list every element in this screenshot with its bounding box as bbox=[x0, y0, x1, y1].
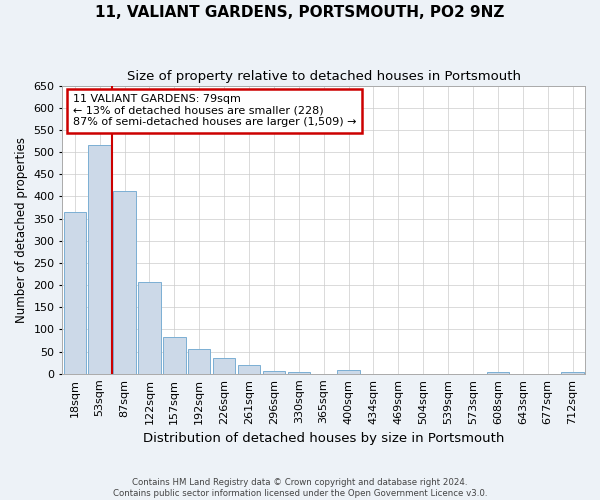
Bar bbox=[213, 358, 235, 374]
Bar bbox=[337, 370, 360, 374]
Bar bbox=[113, 190, 136, 374]
Bar bbox=[64, 212, 86, 374]
Text: Contains HM Land Registry data © Crown copyright and database right 2024.
Contai: Contains HM Land Registry data © Crown c… bbox=[113, 478, 487, 498]
Text: 11, VALIANT GARDENS, PORTSMOUTH, PO2 9NZ: 11, VALIANT GARDENS, PORTSMOUTH, PO2 9NZ bbox=[95, 5, 505, 20]
Bar bbox=[163, 338, 185, 374]
Bar bbox=[138, 282, 161, 374]
X-axis label: Distribution of detached houses by size in Portsmouth: Distribution of detached houses by size … bbox=[143, 432, 505, 445]
Bar bbox=[263, 370, 285, 374]
Title: Size of property relative to detached houses in Portsmouth: Size of property relative to detached ho… bbox=[127, 70, 521, 83]
Bar bbox=[88, 146, 111, 374]
Y-axis label: Number of detached properties: Number of detached properties bbox=[15, 136, 28, 322]
Bar bbox=[188, 350, 211, 374]
Bar bbox=[487, 372, 509, 374]
Bar bbox=[287, 372, 310, 374]
Bar bbox=[238, 365, 260, 374]
Bar bbox=[562, 372, 584, 374]
Text: 11 VALIANT GARDENS: 79sqm
← 13% of detached houses are smaller (228)
87% of semi: 11 VALIANT GARDENS: 79sqm ← 13% of detac… bbox=[73, 94, 356, 128]
